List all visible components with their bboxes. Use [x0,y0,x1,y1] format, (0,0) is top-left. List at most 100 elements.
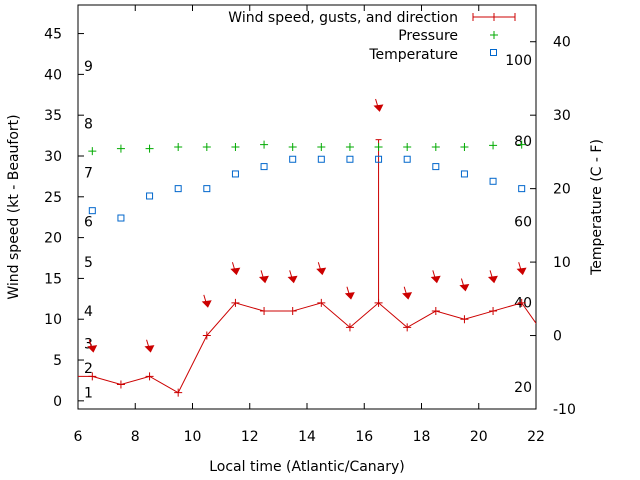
wind-direction-arrowhead [316,267,327,276]
beaufort-label: 3 [84,337,93,353]
y2-tick-labels: -10 0 10 20 30 40 [553,35,576,418]
wind-speed-point [460,315,469,324]
fahrenheit-label: 60 [514,215,532,231]
beaufort-label: 2 [84,361,93,377]
pressure-point [231,143,240,152]
fahrenheit-label: 20 [514,380,532,396]
x-tick-label: 8 [131,429,140,445]
wind-speed-line [78,302,536,394]
x-tick-label: 18 [413,429,431,445]
pressure-point [403,143,412,152]
wind-speed-point [60,372,68,380]
pressure-point [88,147,97,156]
wind-direction-arrowhead [373,104,384,112]
y2-tick-label: 10 [553,255,571,271]
y-tick-label: 5 [53,353,62,369]
wind-direction-arrowhead [230,267,241,276]
temperature-point [88,207,96,215]
temperature-point [146,192,154,200]
y-tick-label: 15 [44,271,62,287]
temperature-point [489,177,497,185]
pressure-point [345,143,354,152]
data-marks [60,98,536,397]
wind-speed-point [345,323,354,332]
beaufort-label: 9 [84,59,93,75]
wind-speed-point [145,372,154,381]
x-tick-label: 12 [241,429,259,445]
pressure-point [460,143,469,152]
x-tick-labels: 6 8 10 12 14 16 18 20 22 [74,429,545,445]
wind-direction-arrowhead [487,275,498,284]
wind-speed-point [260,307,269,316]
pressure-point [489,141,498,150]
wind-speed-point [403,323,412,332]
temperature-point [375,155,383,163]
wind-speed-point [88,372,97,381]
y-tick-labels: 0 5 10 15 20 25 30 35 40 45 [44,27,62,410]
wind-speed-point [174,388,183,397]
wind-direction-arrowhead [87,345,98,353]
legend-pressure-sample [490,31,498,39]
x-tick-label: 6 [74,429,83,445]
fahrenheit-label: 80 [514,134,532,150]
x-axis-label: Local time (Atlantic/Canary) [209,459,405,475]
y2-tick-label: 30 [553,108,571,124]
pressure-point [116,144,125,153]
beaufort-label: 5 [84,255,93,271]
y-axis-label: Wind speed (kt - Beaufort) [6,114,22,299]
y-tick-label: 20 [44,231,62,247]
legend-wind-sample [472,13,516,21]
pressure-point [288,143,297,152]
wind-direction-arrowhead [430,275,441,284]
wind-direction-arrowhead [287,275,298,284]
pressure-point [374,143,383,152]
temperature-point [231,170,239,178]
y-tick-label: 45 [44,27,62,43]
legend-pressure-label: Pressure [398,28,458,44]
wind-speed-point [489,307,498,316]
temperature-point [203,185,211,193]
wind-direction-arrowhead [459,283,470,292]
wind-speed-point [431,307,440,316]
wind-speed-point [517,298,526,307]
pressure-point [260,140,269,149]
beaufort-label: 6 [84,214,93,230]
legend-temperature-label: Temperature [368,47,458,63]
beaufort-label: 1 [84,386,93,402]
y-tick-label: 30 [44,149,62,165]
temperature-point [346,155,354,163]
temperature-point [403,155,411,163]
temperature-point [518,185,526,193]
wind-direction-arrowhead [258,275,269,284]
wind-speed-point [202,331,211,340]
pressure-point [317,143,326,152]
pressure-point [517,140,526,149]
x-tick-label: 10 [184,429,202,445]
y-tick-label: 35 [44,108,62,124]
wind-direction-arrowhead [144,345,155,353]
legend-temperature-sample [490,49,497,56]
beaufort-label: 8 [84,116,93,132]
fahrenheit-label: 100 [505,53,532,69]
y-tick-label: 25 [44,190,62,206]
pressure-point [145,144,154,153]
x-tick-label: 20 [470,429,488,445]
wind-direction-arrowhead [516,267,527,276]
legend-wind-label: Wind speed, gusts, and direction [228,10,458,26]
wind-speed-point [116,380,125,389]
beaufort-label: 4 [84,304,93,320]
beaufort-labels: 1 2 3 4 5 6 7 8 9 [84,59,93,401]
beaufort-label: 7 [84,165,93,181]
pressure-point [202,143,211,152]
x-tick-label: 16 [355,429,373,445]
y2-tick-label: 0 [553,329,562,345]
y-tick-label: 40 [44,67,62,83]
fahrenheit-labels: 20 40 60 80 100 [505,53,532,396]
y2-tick-label: 40 [553,35,571,51]
y2-axis-label: Temperature (C - F) [589,139,605,276]
temperature-point [174,185,182,193]
y-tick-label: 0 [53,394,62,410]
temperature-point [117,214,125,222]
temperature-point [317,155,325,163]
